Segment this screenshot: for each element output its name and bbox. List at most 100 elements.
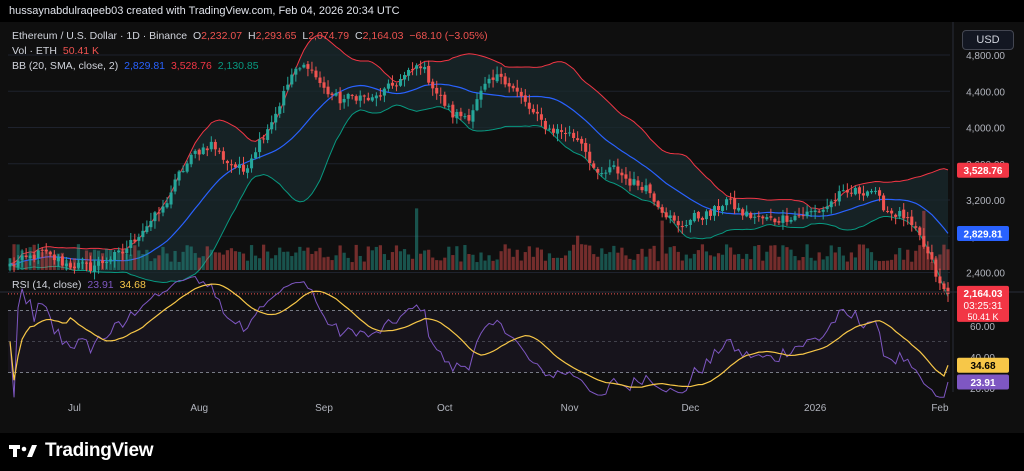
candle-body <box>354 96 358 101</box>
volume-bar <box>592 254 596 270</box>
volume-bar <box>857 244 862 270</box>
candle <box>930 244 934 263</box>
candle-body <box>72 266 76 269</box>
candle <box>592 160 596 170</box>
candle <box>914 221 918 231</box>
volume-bar <box>700 244 705 270</box>
volume-bar <box>898 247 902 270</box>
candle <box>346 92 350 107</box>
candle <box>568 125 572 137</box>
price-chart-svg[interactable]: 4,800.004,400.004,000.003,600.003,200.00… <box>0 22 1024 433</box>
volume-bar <box>84 250 89 270</box>
candle <box>60 254 64 267</box>
candle-body <box>330 93 334 95</box>
volume-bar <box>543 260 548 270</box>
candle-body <box>841 190 845 192</box>
rsi-line <box>9 275 949 398</box>
bb-upper-value: 3,528.76 <box>170 60 212 72</box>
volume-bar <box>680 260 684 270</box>
candle-body <box>121 251 125 254</box>
volume-bar <box>423 250 427 270</box>
candle-body <box>676 221 680 226</box>
rsi-label[interactable]: RSI (14, close) <box>12 279 82 291</box>
volume-bar <box>36 260 40 270</box>
candle <box>270 115 274 134</box>
candle <box>282 85 286 113</box>
candle <box>849 185 853 197</box>
candle-body <box>716 206 721 210</box>
volume-bar <box>588 245 592 270</box>
candle <box>777 216 781 226</box>
candle <box>221 147 225 164</box>
volume-bar <box>624 255 628 270</box>
candle <box>84 261 89 272</box>
candle <box>793 211 797 222</box>
candle <box>455 109 459 124</box>
candle <box>817 209 821 213</box>
volume-bar <box>282 251 286 270</box>
candle-body <box>80 262 85 264</box>
candle <box>620 168 624 183</box>
candle-body <box>294 68 298 75</box>
volume-bar <box>865 248 870 270</box>
candle-body <box>56 257 60 262</box>
candle-body <box>898 210 902 217</box>
candle <box>36 243 40 264</box>
candle <box>749 211 753 220</box>
candle-body <box>12 264 16 266</box>
volume-bar <box>274 255 278 270</box>
candle-body <box>125 248 129 254</box>
price-tick-label: 4,000.00 <box>966 124 1005 135</box>
volume-bar <box>825 256 829 270</box>
candle <box>684 220 688 228</box>
volume-label[interactable]: Vol · ETH <box>12 45 57 57</box>
candle <box>241 156 246 175</box>
candle-body <box>88 262 93 271</box>
candle <box>145 220 149 234</box>
candle <box>543 118 547 135</box>
candle <box>181 165 185 173</box>
candle <box>656 200 660 210</box>
bb-basis-badge-bg <box>957 226 1009 242</box>
tradingview-brand[interactable]: TradingView <box>9 440 154 462</box>
rsi-ma-badge-text: 34.68 <box>970 361 995 372</box>
volume-bar <box>547 253 552 270</box>
candle <box>451 101 455 124</box>
volume-bar <box>117 250 121 270</box>
candle-body <box>491 77 495 80</box>
volume-bar <box>310 253 314 270</box>
candle <box>386 79 390 92</box>
volume-bar <box>620 247 624 270</box>
volume-bar <box>302 250 306 270</box>
volume-bar <box>833 252 837 270</box>
candle <box>415 63 419 76</box>
volume-bar <box>149 261 153 270</box>
candle-body <box>64 263 68 267</box>
candle <box>68 258 72 270</box>
candle <box>519 87 523 104</box>
symbol-name[interactable]: Ethereum / U.S. Dollar · 1D · Binance <box>12 30 188 42</box>
candle-body <box>700 217 704 220</box>
candle-body <box>922 235 926 247</box>
candle-body <box>793 215 797 221</box>
volume-bar <box>419 253 423 270</box>
volume-bar <box>350 262 354 270</box>
currency-button[interactable]: USD <box>962 30 1014 50</box>
candle <box>113 249 117 268</box>
volume-bar <box>648 248 652 270</box>
candle-body <box>40 249 44 251</box>
candle <box>773 217 777 226</box>
candle-body <box>105 262 109 264</box>
candle <box>431 78 435 96</box>
candle-body <box>636 180 640 186</box>
volume-bar <box>769 245 773 270</box>
candle <box>93 259 97 280</box>
bb-label[interactable]: BB (20, SMA, close, 2) <box>12 60 119 72</box>
candle-body <box>149 220 153 228</box>
rsi-badge: 23.91 <box>957 374 1009 390</box>
chart-area[interactable]: 4,800.004,400.004,000.003,600.003,200.00… <box>0 22 1024 433</box>
volume-bar <box>471 254 475 270</box>
candle-body <box>97 261 101 266</box>
volume-bar <box>773 245 777 270</box>
candle-body <box>459 111 463 117</box>
